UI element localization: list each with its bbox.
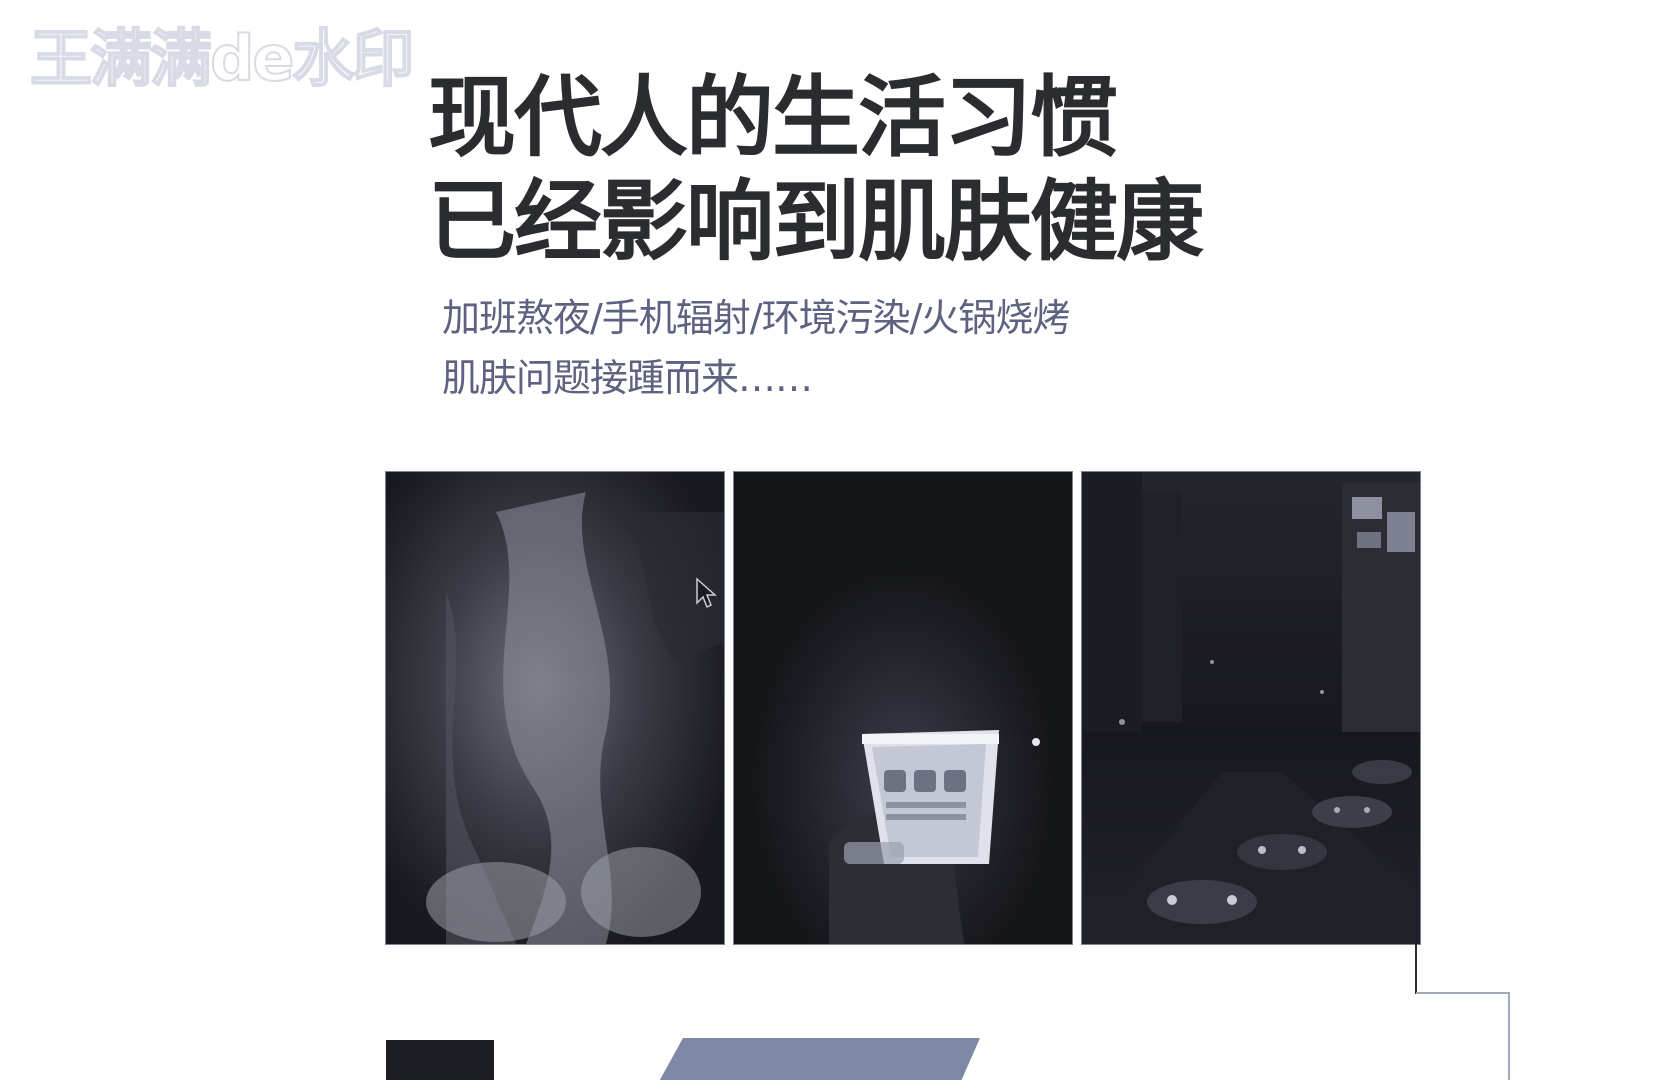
mouse-cursor-icon xyxy=(695,577,717,613)
headline-line-2: 已经影响到肌肤健康 xyxy=(428,170,1204,273)
next-section-photo xyxy=(386,1040,494,1080)
accent-banner xyxy=(650,1038,980,1080)
phone-radiation-photo xyxy=(734,472,1072,944)
subheadline-line-2: 肌肤问题接踵而来…… xyxy=(442,356,813,400)
headline: 现代人的生活习惯 已经影响到肌肤健康 xyxy=(428,66,1204,274)
city-traffic-photo xyxy=(1082,472,1420,944)
frame-outline xyxy=(1416,992,1510,1080)
divider-line xyxy=(1415,944,1417,994)
late-night-work-photo xyxy=(386,472,724,944)
subheadline: 加班熬夜/手机辐射/环境污染/火锅烧烤 肌肤问题接踵而来…… xyxy=(442,288,1070,408)
subheadline-line-1: 加班熬夜/手机辐射/环境污染/火锅烧烤 xyxy=(442,296,1070,340)
watermark: 王满满de水印 xyxy=(29,22,415,95)
headline-line-1: 现代人的生活习惯 xyxy=(428,66,1118,169)
